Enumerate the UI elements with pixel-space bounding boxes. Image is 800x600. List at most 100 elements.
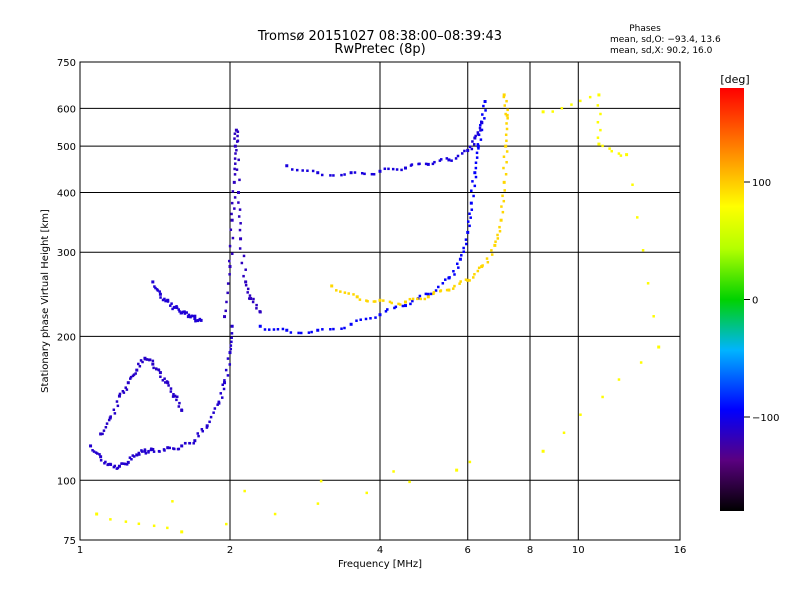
grid-lines: [80, 62, 680, 540]
data-point-interp: [465, 242, 468, 246]
data-point-interp: [228, 244, 232, 248]
data-point-interp: [162, 448, 166, 451]
data-point-interp: [424, 292, 428, 296]
data-point-interp: [393, 306, 396, 310]
data-point: [502, 180, 506, 184]
colorbar-label: [deg]: [720, 73, 749, 86]
data-point-interp: [358, 298, 362, 301]
data-point-interp: [562, 431, 566, 435]
data-point-interp: [237, 201, 240, 204]
data-point-interp: [222, 387, 226, 391]
x-tick-label: 4: [377, 545, 383, 556]
data-point-interp: [132, 455, 136, 458]
data-point: [232, 180, 236, 184]
data-point-interp: [225, 522, 228, 526]
data-point-interp: [477, 266, 481, 270]
data-point-interp: [307, 331, 311, 334]
data-point-interp: [238, 208, 242, 211]
data-point-interp: [394, 305, 398, 309]
data-point-interp: [155, 367, 158, 371]
data-point-interp: [390, 301, 393, 305]
data-point-interp: [352, 293, 355, 296]
data-point-interp: [105, 422, 109, 425]
data-point-interp: [130, 458, 133, 461]
data-point-interp: [501, 210, 505, 214]
data-point: [117, 394, 121, 398]
data-point-interp: [233, 167, 236, 171]
data-point-interp: [423, 297, 427, 301]
data-point-interp: [410, 163, 414, 166]
data-point-interp: [463, 149, 466, 153]
data-point: [447, 288, 451, 292]
data-point-interp: [464, 278, 468, 281]
data-point-interp: [238, 228, 242, 232]
data-point-interp: [444, 278, 447, 281]
data-point-interp: [267, 328, 271, 331]
data-point-interp: [434, 289, 438, 292]
data-point-interp: [503, 104, 506, 107]
data-point-interp: [152, 366, 155, 370]
data-point-interp: [343, 173, 346, 176]
data-point: [143, 449, 147, 453]
data-point-interp: [168, 446, 171, 450]
data-point: [378, 169, 382, 173]
x-tick-label: 8: [527, 545, 533, 556]
data-point-interp: [116, 404, 120, 408]
data-point-interp: [248, 294, 252, 297]
data-point: [657, 345, 661, 349]
data-point-interp: [137, 362, 140, 366]
data-point-interp: [483, 117, 486, 120]
data-points: [89, 93, 661, 534]
data-point-interp: [171, 307, 174, 311]
data-point-interp: [363, 172, 366, 176]
data-point-interp: [106, 463, 109, 467]
data-point-interp: [599, 128, 602, 132]
data-point-interp: [551, 110, 554, 113]
data-point-interp: [482, 104, 485, 108]
data-point-interp: [472, 194, 475, 198]
data-point-interp: [445, 157, 449, 160]
data-point-interp: [398, 303, 402, 306]
data-point-interp: [131, 454, 135, 457]
data-point-interp: [478, 126, 482, 130]
data-point-interp: [579, 413, 582, 416]
data-point: [126, 381, 130, 385]
data-point-interp: [237, 215, 241, 218]
data-point: [166, 381, 170, 385]
data-point-interp: [194, 319, 197, 323]
x-axis-label: Frequency [MHz]: [338, 559, 422, 570]
data-point-interp: [236, 139, 240, 143]
data-point: [193, 316, 197, 320]
data-point-interp: [332, 327, 335, 331]
data-point-interp: [391, 167, 395, 171]
data-point-interp: [154, 286, 157, 290]
data-point-interp: [281, 327, 285, 331]
data-point: [447, 158, 451, 162]
data-point-interp: [230, 212, 233, 216]
data-point-interp: [419, 297, 423, 301]
data-point: [230, 218, 234, 222]
data-point-interp: [502, 199, 506, 203]
data-point-interp: [185, 311, 188, 314]
data-point-interp: [476, 133, 480, 136]
data-point: [230, 324, 234, 328]
data-point-interp: [339, 290, 342, 293]
data-point-interp: [468, 145, 472, 149]
data-point: [95, 512, 99, 516]
data-point-interp: [476, 131, 480, 134]
data-point-interp: [481, 113, 484, 116]
data-point-interp: [157, 368, 161, 372]
data-point-interp: [233, 207, 236, 210]
data-point-interp: [124, 386, 127, 389]
data-point-interp: [172, 393, 175, 396]
colorbar-tick-label: 0: [752, 296, 758, 307]
data-point-interp: [171, 395, 175, 398]
data-point-interp: [343, 326, 346, 330]
data-point: [180, 444, 184, 448]
data-point-interp: [188, 315, 192, 318]
data-point-interp: [236, 130, 240, 133]
data-point-interp: [610, 149, 613, 153]
data-point-interp: [306, 169, 309, 172]
data-point: [499, 218, 503, 222]
